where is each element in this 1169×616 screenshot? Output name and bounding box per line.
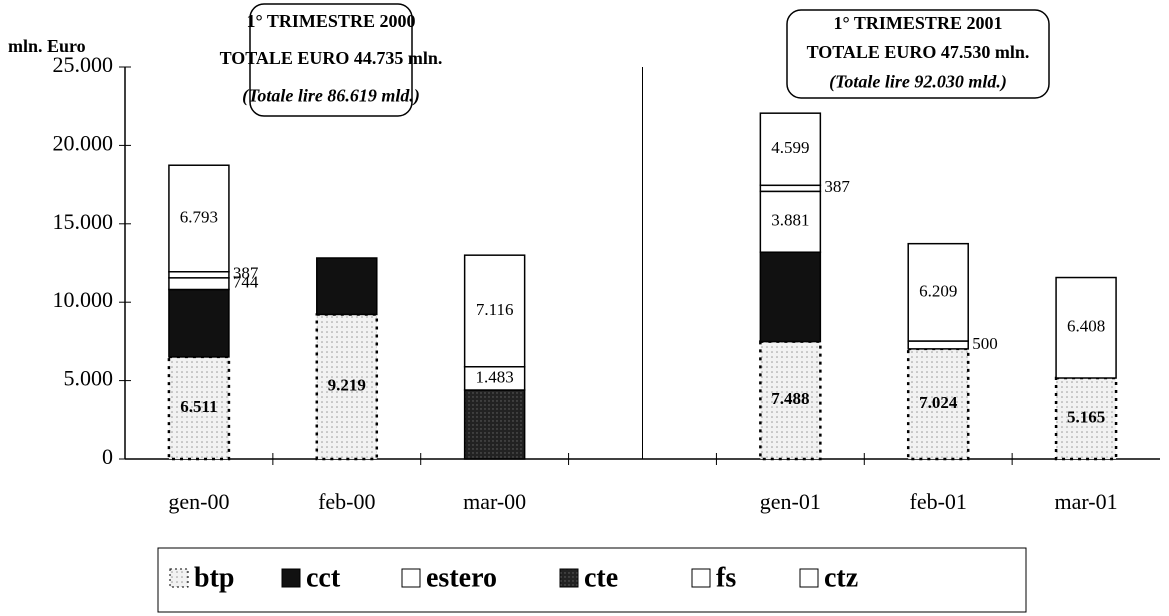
annotation-box	[786, 9, 1050, 99]
data-label: 1.483	[476, 367, 514, 386]
y-axis-label: mln. Euro	[8, 36, 86, 56]
legend-label: estero	[426, 562, 497, 593]
y-tick-label: 15.000	[53, 209, 114, 234]
data-label: 6.408	[1067, 317, 1105, 336]
bar-segment	[759, 340, 822, 461]
data-label: 387	[233, 264, 259, 283]
bar-segment	[759, 112, 822, 187]
bar-segment	[1054, 376, 1118, 461]
legend-label: fs	[716, 562, 736, 593]
x-tick-label: mar-00	[463, 489, 526, 514]
bar-segment	[168, 288, 230, 358]
annotation-text: 1° TRIMESTRE 2001	[834, 13, 1003, 33]
legend-swatch	[281, 568, 301, 588]
bar-segment	[167, 355, 231, 461]
data-label: 7.024	[919, 393, 958, 412]
legend-swatch	[559, 568, 579, 588]
y-tick-label: 25.000	[53, 52, 114, 77]
bar-segment	[168, 164, 230, 273]
annotation-text: (Totale lire 92.030 mld.)	[829, 71, 1007, 92]
bar-segment	[316, 257, 378, 316]
bar-segment	[1055, 276, 1117, 379]
data-label: 744	[233, 273, 259, 292]
data-label: 387	[824, 177, 850, 196]
bar-segment	[759, 184, 822, 193]
y-tick-label: 0	[102, 444, 113, 469]
data-label: 6.793	[180, 207, 218, 226]
bar-segment	[906, 347, 970, 461]
annotation-text: TOTALE EURO 44.735 mln.	[220, 48, 443, 68]
data-label: 6.209	[919, 281, 957, 300]
legend-box	[157, 547, 1027, 613]
legend-label: cte	[584, 562, 618, 593]
x-tick-label: gen-00	[168, 489, 229, 514]
legend-swatch	[401, 568, 421, 588]
bar-segment	[315, 313, 379, 461]
data-label: 500	[972, 334, 998, 353]
annotation-text: (Totale lire 86.619 mld.)	[242, 85, 420, 106]
data-label: 6.511	[180, 397, 217, 416]
bar-segment	[463, 389, 526, 460]
annotation-text: TOTALE EURO 47.530 mln.	[807, 42, 1030, 62]
legend-swatch	[799, 568, 819, 588]
annotation-box	[249, 3, 413, 117]
y-tick-label: 10.000	[53, 287, 114, 312]
data-label: 9.219	[328, 376, 366, 395]
data-label: 7.488	[771, 389, 809, 408]
annotation-text: 1° TRIMESTRE 2000	[247, 11, 416, 31]
bar-segment	[168, 277, 230, 291]
legend-label: btp	[194, 562, 234, 593]
legend-swatch	[691, 568, 711, 588]
data-label: 5.165	[1067, 407, 1105, 426]
data-label: 7.116	[476, 300, 514, 319]
bar-segment	[168, 270, 230, 279]
legend-swatch	[169, 568, 189, 588]
bar-segment	[759, 251, 822, 343]
x-tick-label: gen-01	[760, 489, 821, 514]
bar-segment	[907, 340, 969, 350]
data-label: 3.881	[771, 211, 809, 230]
y-tick-label: 5.000	[64, 366, 114, 391]
x-tick-label: mar-01	[1055, 489, 1118, 514]
x-tick-label: feb-01	[910, 489, 967, 514]
legend-label: cct	[306, 562, 341, 593]
legend-label: ctz	[824, 562, 858, 593]
bar-segment	[907, 242, 969, 342]
x-tick-label: feb-00	[318, 489, 375, 514]
bar-segment	[463, 254, 526, 368]
y-tick-label: 20.000	[53, 130, 114, 155]
data-label: 4.599	[771, 138, 809, 157]
